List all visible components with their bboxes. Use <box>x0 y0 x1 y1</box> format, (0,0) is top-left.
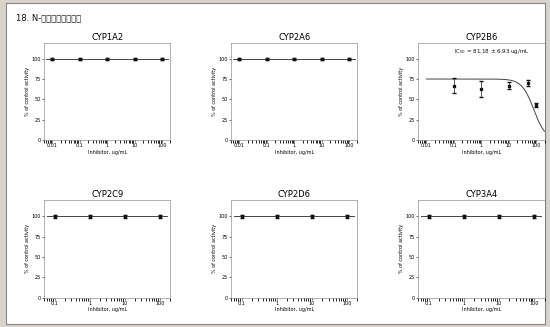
Y-axis label: % of control activity: % of control activity <box>212 67 217 116</box>
Title: CYP2A6: CYP2A6 <box>278 33 310 42</box>
Title: CYP2C9: CYP2C9 <box>91 190 123 199</box>
X-axis label: Inhibitor, ug/mL: Inhibitor, ug/mL <box>87 307 127 312</box>
Title: CYP2B6: CYP2B6 <box>465 33 498 42</box>
Text: IC$_{50}$ = 81.18 ± 6.93 ug/mL: IC$_{50}$ = 81.18 ± 6.93 ug/mL <box>454 47 529 56</box>
Text: 18. N-아세틸글루코사민: 18. N-아세틸글루코사민 <box>16 13 82 22</box>
X-axis label: Inhibitor, ug/mL: Inhibitor, ug/mL <box>274 307 314 312</box>
Y-axis label: % of control activity: % of control activity <box>399 67 404 116</box>
X-axis label: Inhibitor, ug/mL: Inhibitor, ug/mL <box>87 150 127 155</box>
X-axis label: Inhibitor, ug/mL: Inhibitor, ug/mL <box>461 150 501 155</box>
Title: CYP3A4: CYP3A4 <box>465 190 497 199</box>
X-axis label: Inhibitor, ug/mL: Inhibitor, ug/mL <box>274 150 314 155</box>
Title: CYP2D6: CYP2D6 <box>278 190 311 199</box>
Title: CYP1A2: CYP1A2 <box>91 33 123 42</box>
X-axis label: Inhibitor, ug/mL: Inhibitor, ug/mL <box>461 307 501 312</box>
Y-axis label: % of control activity: % of control activity <box>25 67 30 116</box>
Y-axis label: % of control activity: % of control activity <box>212 224 217 273</box>
Y-axis label: % of control activity: % of control activity <box>399 224 404 273</box>
Y-axis label: % of control activity: % of control activity <box>25 224 30 273</box>
